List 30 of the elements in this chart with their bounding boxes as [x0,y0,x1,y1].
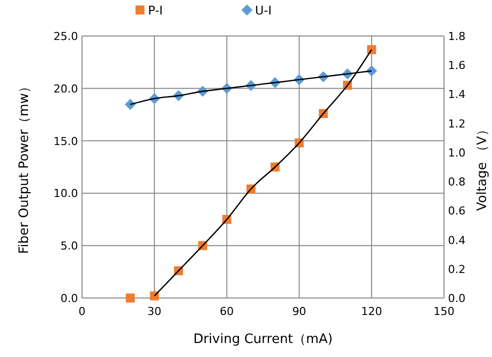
x-tick-label: 150 [434,305,454,318]
y2-tick-label: 0.6 [448,204,466,218]
y2-tick-label: 1.2 [448,117,466,130]
y2-tick-label: 0.0 [448,292,466,305]
y-tick-label: 5.0 [60,240,78,253]
x-tick-label: 90 [292,305,306,318]
y-tick-label: 20.0 [54,82,78,96]
y-tick-label: 25.0 [54,30,78,43]
x-axis-title: Driving Current（mA) [193,332,333,347]
y2-tick-label: 1.8 [448,30,466,43]
point [126,294,135,302]
point [124,98,136,110]
y2-tick-label: 1.0 [448,146,466,160]
x-tick-label: 30 [147,305,162,318]
y-tick-label: 10.0 [54,187,78,200]
legend-label: U-I [255,4,272,18]
y2-tick-label: 1.6 [448,59,466,72]
y2-tick-label: 1.4 [448,88,466,102]
y2-tick-label: 0.4 [448,234,466,247]
y2-tick-label: 0.8 [448,176,466,189]
y2-axis-title: Voltage （V） [475,123,490,211]
point [367,45,376,54]
x-tick-label: 60 [220,305,234,318]
y-tick-label: 15.0 [54,134,78,148]
x-tick-label: 120 [361,305,382,318]
legend-label: P-I [148,4,163,18]
y-tick-label: 0.0 [60,292,78,305]
x-tick-label: 0 [78,305,86,318]
y2-tick-label: 0.2 [448,262,466,276]
y-axis-title: Fiber Output Power（mw） [17,80,32,254]
